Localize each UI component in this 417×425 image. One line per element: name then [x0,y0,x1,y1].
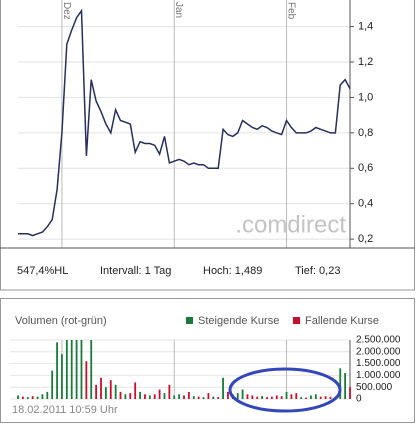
volume-bar [236,393,239,399]
volume-bar [129,393,132,399]
volume-bar [251,395,254,399]
volume-bar [217,397,220,399]
y-tick-label: 0,6 [358,162,373,174]
volume-bar [41,394,44,399]
y-tick-label: 2.000.000 [356,346,401,357]
highlight-ellipse [228,367,342,413]
volume-bar [148,395,151,399]
volume-bar [295,393,298,399]
volume-bar [109,380,112,399]
volume-bar [80,340,83,399]
volume-bar [51,370,54,399]
volume-bar [31,396,34,399]
volume-bar [192,396,195,399]
volume-bar [329,396,332,399]
volume-bar [187,391,190,399]
volume-bar [310,395,312,399]
price-line [18,8,351,237]
volume-bar [227,391,229,399]
volume-bar [270,396,273,399]
volume-bar [65,340,68,399]
volume-bar [202,397,205,399]
y-tick-label: 1,2 [358,56,373,68]
y-tick-label: 500.000 [356,382,393,393]
y-tick-label: 0,8 [358,127,373,139]
volume-bar [246,394,249,399]
volume-bar [261,396,264,399]
volume-panel [0,298,415,423]
volume-bar [124,394,127,399]
volume-bar [241,389,244,399]
volume-bar [21,396,24,399]
volume-bar [305,397,307,399]
legend-label: Fallende Kurse [305,315,379,327]
volume-bar [275,395,278,399]
volume-bar [36,396,39,399]
volume-bar [280,396,283,399]
volume-bar [344,373,347,399]
stat-label: 547,4%HL [17,265,68,277]
volume-bar [212,396,215,399]
y-tick-label: 0 [356,394,362,405]
volume-bar [319,396,322,399]
volume-bar [314,394,317,399]
watermark: .comdirect [235,211,346,238]
x-tick-label: Jan [173,2,184,18]
volume-bar [349,387,351,399]
volume-bar [197,396,200,399]
volume-bar [256,396,259,399]
volume-bar [90,340,93,399]
x-tick-label: Feb [286,2,297,20]
volume-bar [56,342,58,399]
stat-label: Hoch: 1,489 [203,265,262,277]
legend-swatch [293,317,300,324]
volume-bar [95,384,98,399]
volume-bar [46,391,49,399]
legend-swatch [186,317,193,324]
price-panel [0,0,415,291]
y-tick-label: 1.500.000 [356,358,401,369]
volume-bar [144,394,146,399]
volume-bar [75,340,78,399]
volume-bar [266,397,268,399]
volume-bar [285,391,288,399]
volume-bar [168,384,171,399]
y-tick-label: 1.000.000 [356,370,401,381]
y-tick-label: 1,0 [358,91,373,103]
y-tick-label: 0,4 [358,198,373,210]
volume-bar [26,397,29,399]
volume-bar [104,387,107,399]
volume-bar [114,384,117,399]
stat-label: Intervall: 1 Tag [100,265,171,277]
volume-bar [222,377,224,399]
y-tick-label: 0,2 [358,233,373,245]
volume-bar [173,395,176,399]
volume-bar [207,393,210,399]
y-tick-label: 1,4 [358,20,373,32]
y-tick-label: 2.500.000 [356,335,401,346]
volume-bar [85,361,88,399]
volume-bar [70,340,73,399]
volume-bar [339,368,342,399]
volume-bar [134,382,137,399]
volume-bar [183,395,185,399]
volume-bar [300,397,303,399]
volume-bar [100,377,102,399]
x-tick-label: Dez [61,2,72,20]
volume-bar [290,394,293,399]
timestamp: 18.02.2011 10:59 Uhr [12,404,118,416]
volume-bar [61,354,63,399]
legend-label: Steigende Kurse [198,315,279,327]
stat-label: Tief: 0,23 [295,265,340,277]
volume-bar [178,394,181,399]
volume-bar [139,391,141,399]
volume-bar [119,391,122,399]
volume-bar [17,395,19,399]
chart-title: Volumen (rot-grün) [15,315,107,327]
volume-bar [158,389,161,399]
volume-bar [324,396,327,399]
volume-bar [153,394,156,399]
volume-bar [163,393,166,399]
